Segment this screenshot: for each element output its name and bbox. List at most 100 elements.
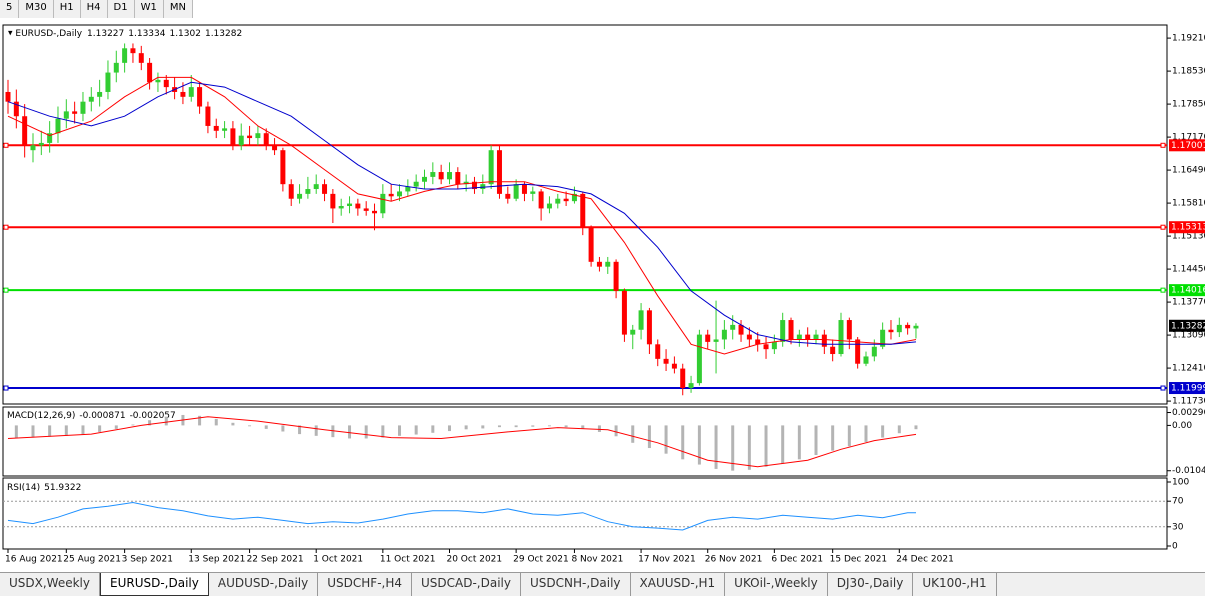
candle-body — [538, 191, 544, 209]
candle-body — [505, 193, 511, 199]
macd-bar — [714, 425, 718, 469]
symbol-tab[interactable]: XAUUSD-,H1 — [631, 573, 726, 596]
macd-bar — [131, 424, 135, 426]
macd-bar — [731, 425, 735, 471]
candle-body — [105, 72, 111, 92]
symbol-tab[interactable]: DJ30-,Daily — [828, 573, 914, 596]
y-tick-label: 1.19210 — [1172, 34, 1205, 44]
level-handle — [3, 385, 9, 391]
symbol-tab[interactable]: USDX,Weekly — [0, 573, 100, 596]
level-handle — [3, 142, 9, 148]
y-tick-label: -0.010420 — [1172, 466, 1205, 476]
moving-average — [7, 81, 917, 345]
timeframe-button[interactable]: D1 — [107, 0, 135, 18]
macd-bar — [797, 425, 801, 460]
macd-bar — [514, 425, 518, 428]
price-label: 1.13282 — [1171, 321, 1205, 331]
level-label: 1.17001 — [1171, 141, 1205, 151]
timeframe-button[interactable]: W1 — [134, 0, 164, 18]
symbol-tab[interactable]: USDCNH-,Daily — [521, 573, 631, 596]
low: 1.1302 — [169, 29, 201, 39]
macd-bar — [48, 425, 52, 437]
symbol-tab[interactable]: USDCHF-,H4 — [318, 573, 412, 596]
macd-bar — [31, 425, 35, 438]
candle-body — [763, 344, 769, 350]
macd-bar — [547, 425, 551, 427]
candle-body — [721, 329, 727, 340]
candle-body — [13, 101, 19, 117]
level-label: 1.14016 — [1171, 286, 1205, 296]
x-tick-label: 13 Sep 2021 — [188, 555, 245, 565]
candle-body — [621, 290, 627, 335]
level-handle — [1160, 385, 1166, 391]
candle-body — [222, 128, 228, 131]
level-label: 1.15313 — [1171, 223, 1205, 233]
macd-header: MACD(12,26,9) -0.000871 -0.002057 — [7, 411, 176, 421]
symbol-tab[interactable]: USDCAD-,Daily — [412, 573, 521, 596]
timeframe-toolbar: 5 M30 H1 H4 D1 W1 MN — [0, 0, 193, 18]
candle-body — [238, 135, 244, 146]
candle-body — [496, 150, 502, 194]
candle-body — [605, 261, 611, 267]
candle-body — [230, 128, 236, 146]
y-tick-label: 1.16490 — [1172, 166, 1205, 176]
candle-body — [155, 79, 161, 83]
symbol-tab[interactable]: AUDUSD-,Daily — [209, 573, 319, 596]
candle-body — [696, 334, 702, 384]
candle-body — [422, 176, 427, 182]
macd-bar — [497, 425, 501, 428]
macd-bar — [281, 425, 285, 432]
macd-bar — [914, 425, 918, 430]
candle-body — [796, 334, 802, 340]
timeframe-button[interactable]: 5 — [0, 0, 20, 18]
y-tick-label: 0 — [1172, 542, 1178, 552]
level-handle — [3, 287, 9, 293]
candle-body — [255, 133, 261, 139]
candle-body — [322, 184, 328, 194]
macd-bar — [348, 425, 352, 439]
candle-body — [463, 181, 469, 185]
x-tick-label: 29 Oct 2021 — [513, 555, 569, 565]
macd-bar — [414, 425, 418, 435]
y-tick-label: 1.13770 — [1172, 298, 1205, 308]
candle-body — [372, 210, 378, 214]
candle-body — [780, 320, 786, 342]
macd-bar — [364, 425, 368, 439]
candle-body — [888, 329, 894, 333]
y-tick-label: 70 — [1172, 497, 1184, 507]
candle-body — [480, 184, 486, 190]
macd-value: -0.000871 — [79, 411, 125, 421]
chart: ▾ EURUSD-,Daily 1.13227 1.13334 1.1302 1.132… — [2, 24, 1205, 565]
candle-body — [688, 383, 694, 388]
timeframe-button[interactable]: MN — [163, 0, 193, 18]
candle-body — [213, 125, 219, 131]
candle-body — [272, 145, 278, 151]
candle-body — [197, 87, 203, 107]
candle-body — [680, 368, 686, 388]
y-tick-label: 1.15130 — [1172, 232, 1205, 242]
candle-body — [730, 324, 736, 330]
open: 1.13227 — [87, 29, 124, 39]
symbol-tab[interactable]: EURUSD-,Daily — [100, 573, 209, 596]
candle-body — [5, 91, 11, 102]
macd-bar — [481, 425, 485, 429]
macd-bar — [198, 415, 202, 426]
close: 1.13282 — [205, 29, 242, 39]
timeframe-button[interactable]: M30 — [19, 0, 54, 18]
timeframe-button[interactable]: H4 — [80, 0, 108, 18]
x-tick-label: 17 Nov 2021 — [638, 555, 696, 565]
candle-body — [438, 172, 444, 180]
candle-body — [63, 111, 69, 119]
signal-value: -0.002057 — [130, 411, 176, 421]
y-tick-label: 1.12410 — [1172, 364, 1205, 374]
candle-body — [363, 208, 369, 211]
symbol-tab[interactable]: UKOil-,Weekly — [725, 573, 828, 596]
y-tick-label: 0.002960 — [1172, 408, 1205, 418]
timeframe-button[interactable]: H1 — [53, 0, 81, 18]
candle-body — [613, 261, 619, 291]
candle-body — [388, 193, 394, 197]
symbol-tab[interactable]: UK100-,H1 — [913, 573, 997, 596]
x-tick-label: 25 Aug 2021 — [63, 555, 121, 565]
candle-body — [330, 193, 336, 209]
candle-body — [247, 135, 253, 139]
